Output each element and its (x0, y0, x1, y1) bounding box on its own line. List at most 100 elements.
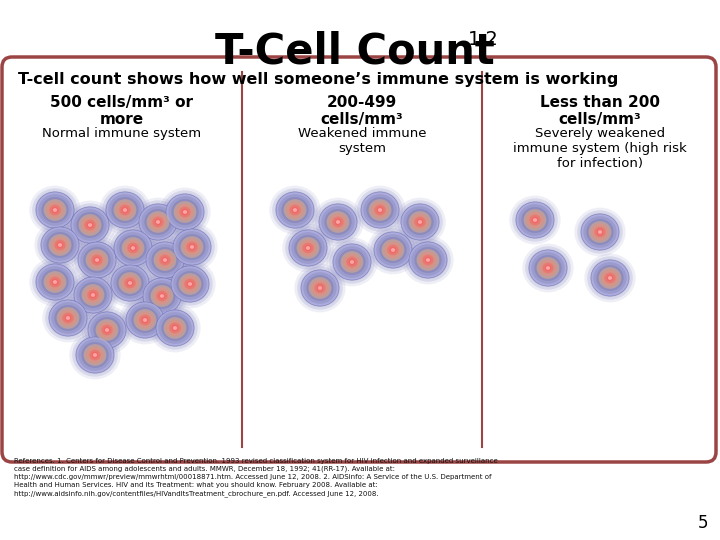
Ellipse shape (117, 232, 150, 264)
Ellipse shape (163, 317, 186, 339)
Ellipse shape (71, 207, 109, 243)
Ellipse shape (125, 301, 165, 339)
Ellipse shape (153, 217, 163, 227)
Ellipse shape (120, 205, 131, 215)
Ellipse shape (294, 264, 346, 312)
Ellipse shape (594, 227, 606, 238)
Ellipse shape (319, 204, 357, 240)
Ellipse shape (81, 244, 114, 276)
Ellipse shape (162, 190, 208, 234)
Ellipse shape (47, 274, 63, 290)
Ellipse shape (379, 237, 407, 263)
Ellipse shape (156, 252, 174, 268)
Ellipse shape (401, 204, 439, 240)
Ellipse shape (384, 242, 402, 258)
Ellipse shape (88, 312, 126, 348)
Ellipse shape (402, 235, 454, 285)
Ellipse shape (409, 211, 431, 233)
Ellipse shape (336, 246, 369, 278)
Ellipse shape (403, 206, 437, 238)
Ellipse shape (318, 203, 358, 241)
Ellipse shape (139, 274, 185, 318)
Ellipse shape (165, 193, 205, 231)
Ellipse shape (156, 291, 168, 301)
Text: T-cell count shows how well someone’s immune system is working: T-cell count shows how well someone’s im… (18, 72, 618, 87)
Ellipse shape (81, 284, 104, 306)
Ellipse shape (591, 260, 629, 296)
Ellipse shape (64, 201, 116, 249)
Ellipse shape (78, 339, 112, 371)
Ellipse shape (581, 214, 619, 250)
Ellipse shape (38, 194, 72, 226)
Ellipse shape (369, 199, 392, 221)
Ellipse shape (378, 208, 382, 212)
Ellipse shape (123, 208, 127, 212)
Ellipse shape (596, 265, 624, 291)
Ellipse shape (35, 191, 75, 229)
Ellipse shape (54, 240, 66, 251)
Ellipse shape (172, 228, 212, 266)
Ellipse shape (156, 220, 160, 224)
Ellipse shape (73, 209, 107, 241)
Ellipse shape (71, 273, 116, 316)
Ellipse shape (409, 242, 447, 278)
Ellipse shape (148, 283, 176, 309)
Ellipse shape (140, 235, 191, 285)
Ellipse shape (102, 325, 113, 335)
Ellipse shape (78, 214, 102, 236)
Ellipse shape (518, 204, 552, 236)
Ellipse shape (152, 306, 198, 350)
Ellipse shape (516, 202, 554, 238)
Ellipse shape (306, 275, 333, 301)
Ellipse shape (93, 353, 97, 357)
Ellipse shape (326, 238, 378, 286)
Ellipse shape (425, 256, 431, 263)
Ellipse shape (354, 186, 405, 234)
Text: T-Cell Count: T-Cell Count (215, 30, 495, 72)
Ellipse shape (86, 347, 104, 363)
Ellipse shape (46, 232, 73, 258)
Ellipse shape (141, 206, 175, 238)
Ellipse shape (84, 247, 111, 273)
Ellipse shape (36, 192, 74, 228)
Ellipse shape (184, 279, 196, 289)
Text: 1,2: 1,2 (468, 30, 499, 49)
Ellipse shape (294, 235, 322, 261)
Ellipse shape (95, 258, 99, 262)
Text: Weakened immune
system: Weakened immune system (298, 127, 426, 155)
Ellipse shape (43, 229, 77, 261)
Ellipse shape (144, 209, 171, 235)
Ellipse shape (137, 312, 153, 328)
Ellipse shape (86, 222, 94, 228)
Ellipse shape (71, 235, 122, 285)
Ellipse shape (586, 219, 613, 245)
Ellipse shape (68, 271, 119, 319)
Ellipse shape (275, 191, 315, 229)
Ellipse shape (166, 222, 217, 272)
Ellipse shape (150, 214, 166, 230)
Ellipse shape (575, 208, 626, 256)
Text: Less than 200
cells/mm³: Less than 200 cells/mm³ (540, 95, 660, 127)
Ellipse shape (132, 198, 184, 246)
Ellipse shape (190, 245, 194, 249)
Ellipse shape (361, 192, 399, 228)
Ellipse shape (122, 298, 168, 342)
Ellipse shape (300, 269, 340, 307)
Ellipse shape (77, 241, 117, 279)
Ellipse shape (84, 308, 130, 352)
Ellipse shape (65, 315, 71, 321)
Ellipse shape (601, 270, 618, 286)
Ellipse shape (117, 270, 144, 296)
Ellipse shape (312, 280, 328, 296)
Ellipse shape (418, 220, 422, 224)
Ellipse shape (544, 265, 552, 271)
Ellipse shape (293, 208, 297, 212)
Ellipse shape (509, 195, 561, 245)
Ellipse shape (590, 259, 630, 297)
Ellipse shape (32, 260, 78, 303)
Ellipse shape (38, 266, 72, 298)
Ellipse shape (317, 285, 323, 291)
Text: 5: 5 (698, 514, 708, 532)
Ellipse shape (374, 232, 412, 268)
Ellipse shape (153, 249, 176, 271)
